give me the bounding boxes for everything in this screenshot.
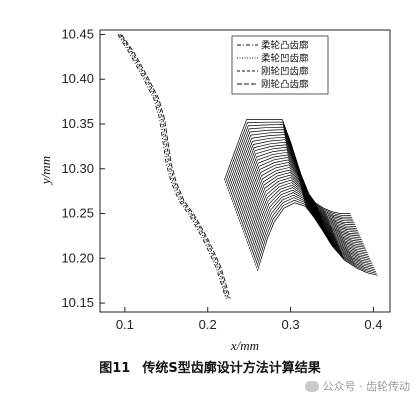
y-axis: 10.15 10.20 10.25 10.30 10.35 10.40 10.45 — [61, 26, 105, 310]
caption-text: 传统S型齿廓设计方法计算结果 — [142, 361, 321, 376]
legend-label: 柔轮凹齿廓 — [261, 53, 309, 65]
y-tick-label: 10.20 — [61, 250, 94, 265]
wechat-icon — [304, 380, 319, 392]
x-axis: 0.1 0.2 0.3 0.4 — [116, 307, 382, 332]
legend-label: 刚轮凸齿廓 — [261, 79, 309, 91]
y-tick-label: 10.30 — [61, 161, 94, 176]
envelope-curve — [249, 182, 372, 261]
plot-frame — [99, 29, 391, 313]
figure-caption: 图11 传统S型齿廓设计方法计算结果 — [0, 357, 420, 376]
caption-number: 图11 — [99, 361, 131, 376]
envelope-curve — [255, 197, 376, 272]
series-line-2 — [118, 34, 228, 299]
envelope-layer — [223, 119, 378, 276]
watermark: 公众号 · 齿轮传动 — [304, 378, 411, 394]
envelope-curve — [252, 189, 374, 267]
envelope-curve — [253, 192, 375, 269]
series-line-1 — [117, 34, 227, 299]
series-layer — [117, 34, 231, 299]
envelope-curve — [256, 199, 377, 274]
x-tick-label: 0.3 — [282, 317, 300, 332]
x-tick-label: 0.4 — [364, 317, 382, 332]
envelope-curve — [257, 202, 378, 276]
watermark-text: 公众号 · 齿轮传动 — [322, 380, 411, 393]
series-line-4 — [121, 34, 231, 299]
envelope-curve — [251, 187, 373, 265]
legend-label: 刚轮凹齿廓 — [261, 66, 309, 78]
y-tick-label: 10.15 — [61, 295, 94, 310]
y-tick-label: 10.25 — [61, 206, 94, 221]
x-axis-label: x/mm — [230, 338, 259, 353]
legend-label: 柔轮凸齿廓 — [261, 40, 309, 52]
envelope-curve — [243, 167, 367, 250]
x-tick-label: 0.2 — [199, 317, 217, 332]
series-line-3 — [119, 34, 229, 299]
y-tick-label: 10.35 — [61, 116, 94, 131]
y-axis-label: y/mm — [38, 156, 53, 186]
x-tick-label: 0.1 — [116, 317, 134, 332]
y-tick-label: 10.40 — [61, 71, 94, 86]
envelope-curve — [254, 194, 376, 271]
y-tick-label: 10.45 — [61, 26, 94, 41]
